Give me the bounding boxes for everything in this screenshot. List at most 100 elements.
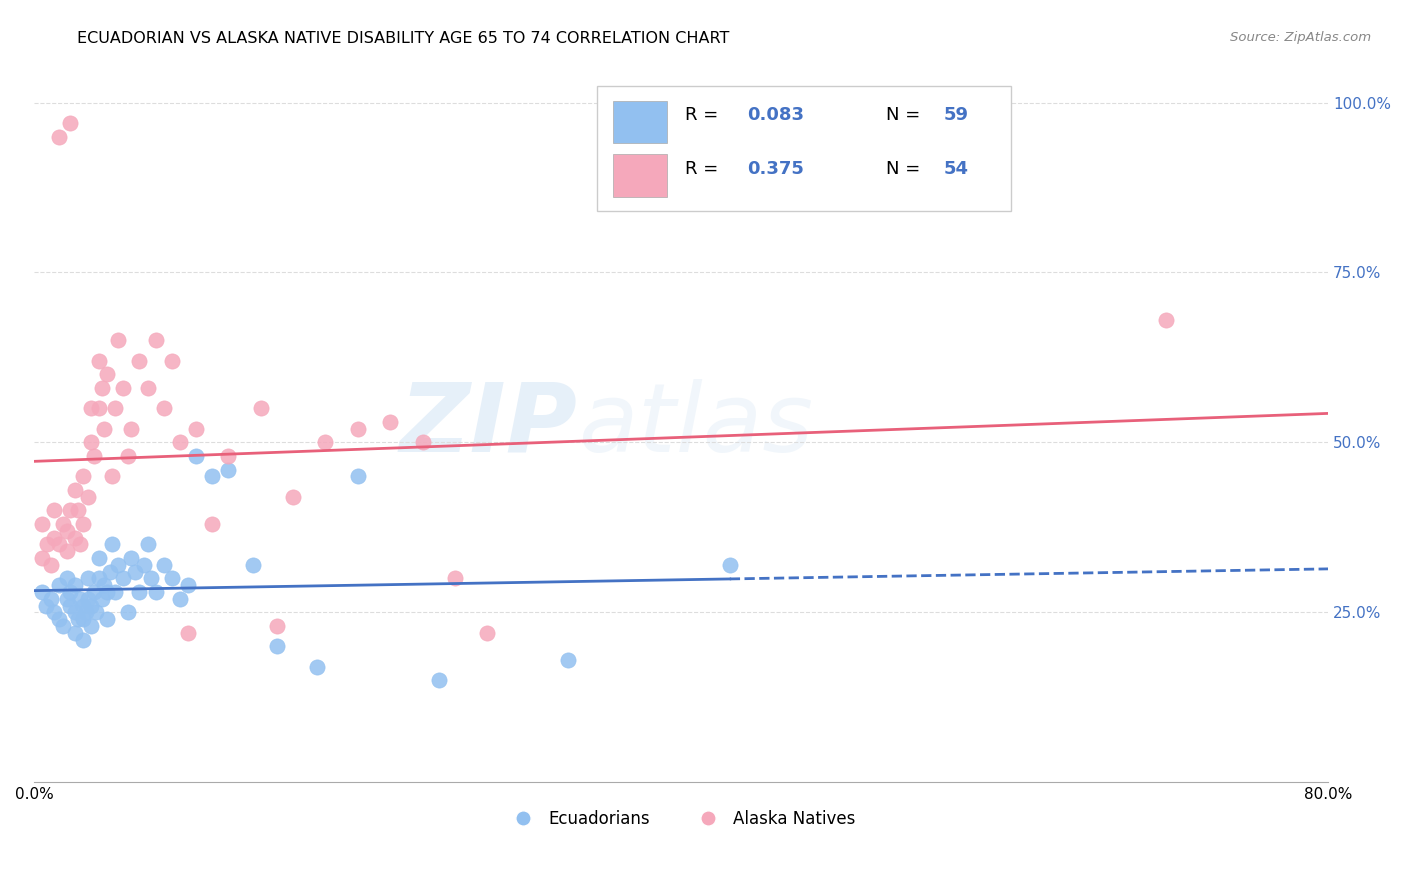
Point — [39, 558, 62, 572]
Text: atlas: atlas — [578, 379, 813, 472]
Point — [120, 551, 142, 566]
Point — [42, 503, 65, 517]
Point — [152, 401, 174, 416]
Text: Source: ZipAtlas.com: Source: ZipAtlas.com — [1230, 31, 1371, 45]
Point — [249, 401, 271, 416]
Point — [177, 578, 200, 592]
Point — [72, 632, 94, 647]
FancyBboxPatch shape — [598, 87, 1011, 211]
Point — [201, 516, 224, 531]
Point — [120, 422, 142, 436]
Point — [444, 571, 467, 585]
Point — [134, 558, 156, 572]
Point — [67, 503, 90, 517]
Point — [184, 422, 207, 436]
Text: ZIP: ZIP — [399, 379, 578, 472]
Text: 54: 54 — [943, 160, 969, 178]
FancyBboxPatch shape — [613, 154, 666, 197]
Point — [184, 449, 207, 463]
Point — [346, 422, 368, 436]
Text: ECUADORIAN VS ALASKA NATIVE DISABILITY AGE 65 TO 74 CORRELATION CHART: ECUADORIAN VS ALASKA NATIVE DISABILITY A… — [77, 31, 730, 46]
Point — [117, 449, 139, 463]
Point — [69, 537, 91, 551]
Point — [101, 537, 124, 551]
Point — [107, 558, 129, 572]
Text: 0.083: 0.083 — [747, 105, 804, 124]
Text: R =: R = — [685, 160, 724, 178]
Text: R =: R = — [685, 105, 724, 124]
Point — [55, 571, 77, 585]
Point — [112, 381, 135, 395]
Point — [91, 591, 114, 606]
Point — [139, 571, 162, 585]
Point — [346, 469, 368, 483]
Legend: Ecuadorians, Alaska Natives: Ecuadorians, Alaska Natives — [501, 804, 862, 835]
Point — [145, 334, 167, 348]
Point — [31, 551, 53, 566]
Point — [477, 625, 499, 640]
Point — [112, 571, 135, 585]
Point — [107, 334, 129, 348]
Point — [63, 625, 86, 640]
Point — [87, 401, 110, 416]
Point — [72, 516, 94, 531]
Point — [72, 599, 94, 613]
Point — [63, 483, 86, 497]
Point — [87, 571, 110, 585]
Point — [96, 612, 118, 626]
Point — [169, 435, 191, 450]
Point — [52, 619, 75, 633]
Point — [48, 578, 70, 592]
Point — [93, 578, 115, 592]
Text: N =: N = — [886, 105, 925, 124]
Point — [72, 612, 94, 626]
Point — [128, 354, 150, 368]
Point — [242, 558, 264, 572]
Point — [48, 612, 70, 626]
Point — [152, 558, 174, 572]
Point — [55, 524, 77, 538]
Point — [80, 435, 103, 450]
Point — [31, 516, 53, 531]
Point — [63, 578, 86, 592]
Point — [84, 606, 107, 620]
Point — [307, 660, 329, 674]
Text: 59: 59 — [943, 105, 969, 124]
Point — [69, 591, 91, 606]
Point — [124, 565, 146, 579]
Point — [39, 591, 62, 606]
Point — [160, 354, 183, 368]
Point — [136, 537, 159, 551]
Point — [59, 599, 82, 613]
Point — [59, 585, 82, 599]
Point — [55, 591, 77, 606]
Point — [87, 551, 110, 566]
Point — [63, 606, 86, 620]
Point — [1156, 313, 1178, 327]
Point — [75, 606, 97, 620]
Point — [87, 354, 110, 368]
Point — [55, 544, 77, 558]
Point — [35, 599, 58, 613]
Point — [37, 537, 59, 551]
Text: N =: N = — [886, 160, 925, 178]
Point — [42, 531, 65, 545]
Point — [67, 612, 90, 626]
Point — [427, 673, 450, 688]
Point — [80, 401, 103, 416]
Point — [145, 585, 167, 599]
Point — [101, 469, 124, 483]
Point — [201, 469, 224, 483]
Text: 0.375: 0.375 — [747, 160, 804, 178]
Point — [80, 599, 103, 613]
Point — [266, 640, 288, 654]
Point — [412, 435, 434, 450]
Point — [59, 503, 82, 517]
Point — [83, 585, 105, 599]
Point — [266, 619, 288, 633]
Point — [281, 490, 304, 504]
Point — [104, 401, 127, 416]
Point — [52, 516, 75, 531]
Point — [83, 449, 105, 463]
Point — [100, 565, 122, 579]
